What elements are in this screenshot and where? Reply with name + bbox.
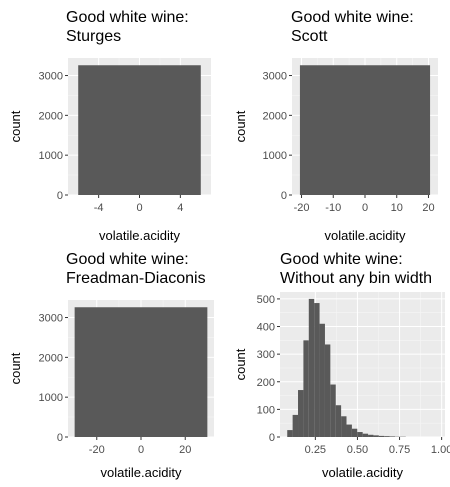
y-tick-label: 2000 (39, 352, 63, 364)
x-tick-label: -10 (325, 202, 341, 214)
panel-scott: 0 1000 2000 3000 -20 -10 0 10 20 volatile.acidity… (233, 9, 438, 243)
panel-sturges: 0 1000 2000 3000 -4 0 4 volatile.acidity count Go… (8, 9, 211, 243)
histogram-bar (351, 428, 358, 437)
y-tick-label: 2000 (263, 110, 287, 122)
histogram-bar (357, 432, 363, 437)
x-tick-label: -20 (294, 202, 310, 214)
histogram-bar (346, 424, 352, 437)
y-tick-label: 0 (57, 190, 63, 202)
y-tick-label: 1000 (39, 392, 63, 404)
histogram-bar (389, 436, 395, 437)
histogram-bar (378, 435, 385, 437)
y-tick-label: 1000 (263, 150, 287, 162)
chart-title-line: Sturges (66, 28, 121, 45)
panel-freadman-diaconis: 0 1000 2000 3000 -20 0 20 volatile.acidity count… (8, 251, 214, 480)
y-tick-label: 2000 (39, 110, 63, 122)
histogram-bar (341, 416, 347, 437)
y-axis-title: count (233, 110, 248, 142)
histogram-bar (287, 430, 293, 437)
x-tick-label: 0.25 (305, 444, 326, 456)
y-axis-title: count (233, 348, 248, 380)
chart-title-line: Scott (291, 28, 328, 45)
histogram-bar (384, 436, 390, 437)
histogram-bar (324, 344, 331, 437)
histogram-bar (314, 303, 320, 437)
x-tick-label: -20 (89, 444, 105, 456)
x-tick-label: 0.75 (389, 444, 410, 456)
y-tick-label: 3000 (263, 71, 287, 83)
y-axis-title: count (8, 110, 23, 142)
y-tick-label: 0 (269, 432, 275, 444)
chart-title-line: Good white wine: (66, 251, 189, 268)
y-tick-label: 300 (257, 349, 275, 361)
x-tick-label: 0.50 (347, 444, 368, 456)
x-axis-title: volatile.acidity (99, 228, 180, 243)
y-tick-label: 3000 (39, 71, 63, 83)
chart-title-line: Without any bin width (280, 270, 432, 287)
chart-title-line: Good white wine: (291, 9, 414, 26)
histogram-bar (299, 65, 431, 195)
x-tick-label: 1.00 (431, 444, 450, 456)
x-axis-title: volatile.acidity (101, 465, 182, 480)
x-tick-label: -4 (94, 202, 104, 214)
y-tick-label: 100 (257, 404, 275, 416)
panel-without-bin-width: 0 100 200 300 400 500 0.25 0.50 0.75 1.00 volatile… (233, 251, 450, 480)
chart-title-line: Freadman-Diaconis (66, 270, 206, 287)
histogram-bar (373, 435, 379, 437)
x-axis-title: volatile.acidity (322, 465, 403, 480)
histogram-bar (319, 323, 325, 437)
y-tick-label: 400 (257, 322, 275, 334)
histogram-bar (303, 340, 309, 437)
y-axis-title: count (8, 352, 23, 384)
x-tick-label: 0 (362, 202, 368, 214)
chart-title-line: Good white wine: (280, 251, 403, 268)
x-tick-label: 20 (422, 202, 434, 214)
chart-title-line: Good white wine: (66, 9, 189, 26)
y-tick-label: 200 (257, 377, 275, 389)
y-tick-label: 0 (57, 432, 63, 444)
y-tick-label: 500 (257, 294, 275, 306)
histogram-bar (308, 298, 315, 437)
y-tick-label: 3000 (39, 313, 63, 325)
y-tick-label: 0 (281, 190, 287, 202)
y-tick-label: 1000 (39, 150, 63, 162)
histogram-bar (368, 434, 374, 437)
x-tick-label: 10 (391, 202, 403, 214)
x-tick-label: 4 (177, 202, 183, 214)
x-axis-title: volatile.acidity (325, 228, 406, 243)
x-tick-label: 20 (179, 444, 191, 456)
histogram-bar (335, 405, 342, 437)
x-tick-label: 0 (138, 444, 144, 456)
histogram-bar (74, 307, 208, 437)
x-tick-label: 0 (136, 202, 142, 214)
histogram-bar (298, 390, 304, 437)
histogram-bar (330, 384, 336, 437)
histogram-bar (362, 433, 369, 437)
histogram-bar (292, 414, 299, 437)
histogram-bar (78, 65, 201, 195)
